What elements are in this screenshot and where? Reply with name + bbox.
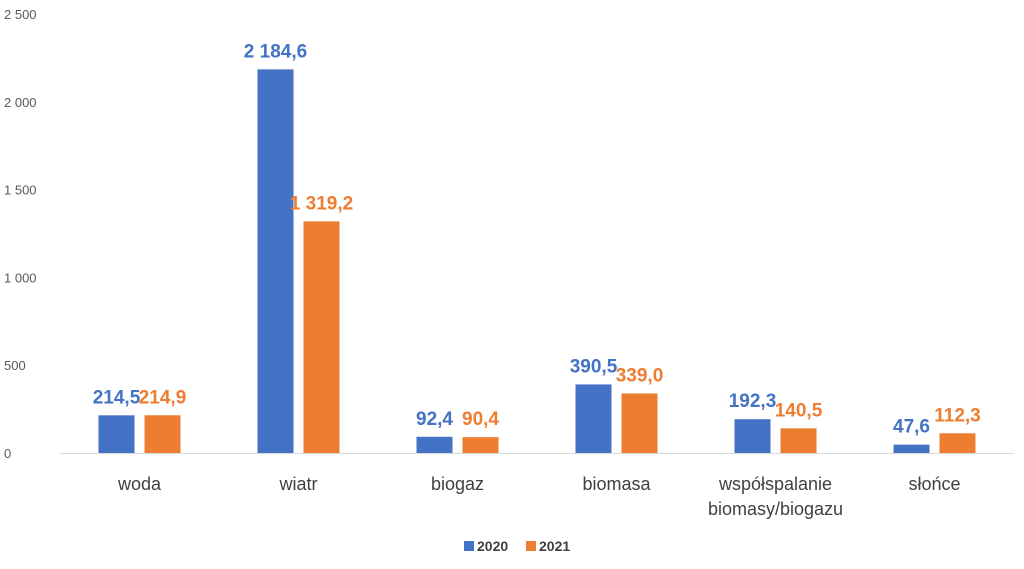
legend: 2020 2021: [464, 538, 570, 554]
data-label-2020: 192,3: [729, 391, 777, 412]
x-tick-label: wiatr: [278, 474, 317, 494]
legend-label-2021: 2021: [539, 538, 570, 554]
y-axis: 0 500 1 000 1 500 2 000 2 500: [4, 7, 37, 461]
legend-swatch-2021: [526, 541, 536, 551]
data-label-2021: 1 319,2: [290, 193, 353, 214]
bar-2020: [575, 384, 612, 453]
x-tick-label: słońce: [908, 474, 960, 494]
data-label-2020: 214,5: [93, 387, 141, 408]
data-label-2021: 90,4: [462, 409, 499, 430]
bar-2020: [416, 436, 453, 453]
bar-2021: [144, 415, 181, 453]
data-label-2020: 92,4: [416, 409, 453, 430]
bar-2021: [780, 428, 817, 453]
bar-2020: [734, 419, 771, 453]
data-label-2021: 140,5: [775, 400, 823, 421]
bar-2021: [621, 393, 658, 453]
bar-2021: [462, 437, 499, 453]
bar-2020: [893, 444, 930, 453]
x-tick-label: biogaz: [431, 474, 484, 494]
data-label-2021: 214,9: [139, 387, 187, 408]
y-tick-label: 0: [4, 446, 11, 461]
x-tick-label: współspalanie: [718, 474, 832, 494]
data-label-2021: 112,3: [934, 405, 981, 426]
x-tick-label: woda: [117, 474, 162, 494]
data-label-2020: 2 184,6: [244, 41, 307, 62]
legend-label-2020: 2020: [477, 538, 508, 554]
y-tick-label: 1 500: [4, 183, 37, 198]
data-label-2020: 47,6: [893, 417, 930, 438]
data-label-2020: 390,5: [570, 356, 618, 377]
bar-2021: [303, 221, 340, 453]
bar-2020: [98, 415, 135, 453]
x-tick-label: biomasa: [582, 474, 651, 494]
y-tick-label: 2 000: [4, 95, 37, 110]
bar-2021: [939, 433, 976, 453]
y-tick-label: 500: [4, 358, 26, 373]
y-tick-label: 1 000: [4, 270, 37, 285]
x-tick-label: biomasy/biogazu: [708, 499, 843, 519]
y-tick-label: 2 500: [4, 7, 37, 22]
data-label-2021: 339,0: [616, 365, 664, 386]
legend-swatch-2020: [464, 541, 474, 551]
bar-2020: [257, 69, 294, 453]
x-axis: woda wiatr biogaz biomasa współspalanie bioma…: [117, 474, 961, 519]
